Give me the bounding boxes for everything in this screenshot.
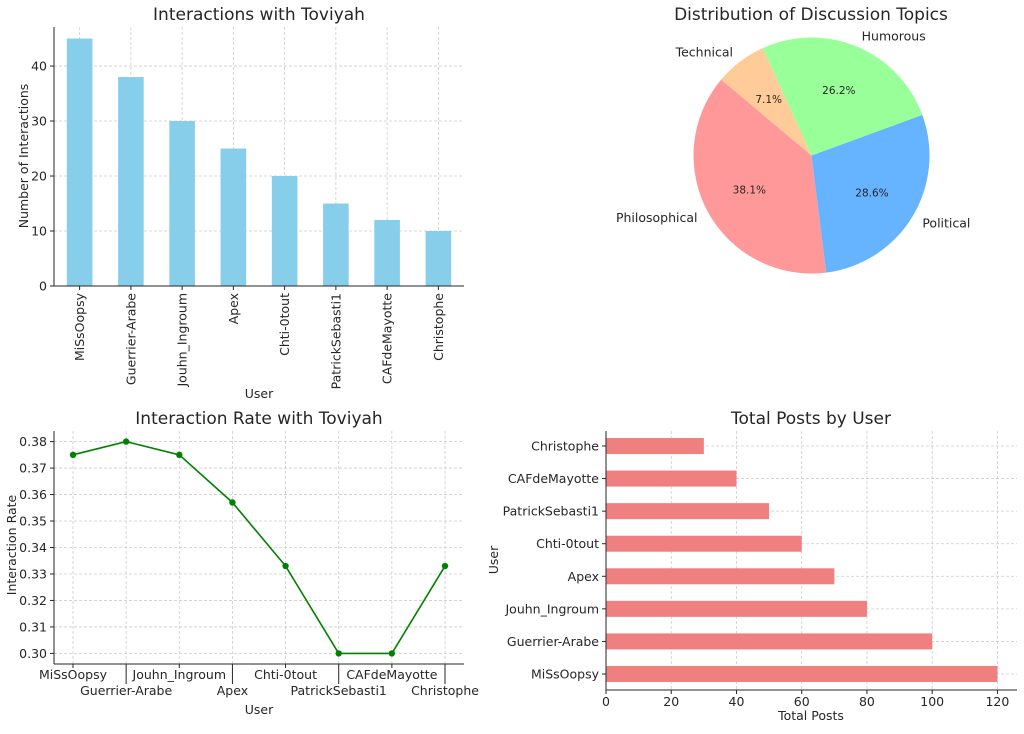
slice-percent: 26.2% xyxy=(822,85,855,97)
bar xyxy=(323,203,349,286)
bar xyxy=(118,77,144,286)
x-tick-label: PatrickSebasti1 xyxy=(291,683,387,698)
y-tick-label: 0.38 xyxy=(19,434,47,449)
slice-percent: 38.1% xyxy=(733,184,766,196)
slice-label: Humorous xyxy=(862,28,926,43)
y-tick-label: 30 xyxy=(31,114,47,129)
slice-label: Political xyxy=(922,216,970,231)
slice-label: Philosophical xyxy=(616,210,698,225)
x-tick-label: Chti-0tout xyxy=(254,667,317,682)
y-tick-label: 0.31 xyxy=(19,619,47,634)
pie-slice xyxy=(721,48,812,156)
x-tick-label: Apex xyxy=(217,683,248,698)
slice-percent: 7.1% xyxy=(755,94,782,106)
y-tick-label: 0.33 xyxy=(19,566,47,581)
pie-chart: Philosophical 38.1% Political 28.6% Humorous… xyxy=(616,28,970,274)
x-tick-label: 0 xyxy=(602,694,610,709)
hbar-chart-ylabel: User xyxy=(486,545,501,574)
x-tick-label: MiSsOopsy xyxy=(72,292,87,361)
bar xyxy=(606,568,835,585)
y-tick-label: 20 xyxy=(31,169,47,184)
data-point xyxy=(229,499,236,506)
data-point xyxy=(69,451,77,459)
y-tick-label: 0 xyxy=(39,279,47,294)
slice-label: Technical xyxy=(675,45,733,60)
x-tick-label: 120 xyxy=(985,694,1009,709)
x-tick-label: 100 xyxy=(920,694,944,709)
pie-chart-title: Distribution of Discussion Topics xyxy=(674,5,948,25)
bar xyxy=(606,503,770,520)
line-chart-ylabel: Interaction Rate xyxy=(4,494,19,595)
bar xyxy=(271,176,298,286)
x-tick-label: Chti-0tout xyxy=(277,293,292,356)
y-tick-label: Chti-0tout xyxy=(536,536,599,551)
pie-slice xyxy=(762,37,923,156)
y-tick-label: MiSsOopsy xyxy=(531,667,600,682)
x-tick-label: Guerrier-Arabe xyxy=(80,683,172,698)
x-tick-label: Christophe xyxy=(431,293,446,361)
bar xyxy=(606,535,802,552)
slice-percent: 28.6% xyxy=(855,187,888,199)
bar xyxy=(606,600,867,617)
x-tick-label: 20 xyxy=(663,694,679,709)
line-chart-xlabel: User xyxy=(245,702,274,717)
series-line xyxy=(72,440,446,655)
y-tick-label: 0.32 xyxy=(19,593,47,608)
bar-chart-title: Interactions with Toviyah xyxy=(153,5,365,25)
data-point xyxy=(441,562,449,570)
pie-slice xyxy=(811,114,930,273)
x-tick-label: Guerrier-Arabe xyxy=(123,293,138,385)
bar-chart-xlabel: User xyxy=(245,386,274,401)
bar xyxy=(606,633,933,650)
y-tick-label: 0.37 xyxy=(19,461,47,476)
x-tick-label: Apex xyxy=(226,293,241,324)
bar xyxy=(425,231,452,286)
y-tick-label: 40 xyxy=(31,59,47,74)
x-tick-label: PatrickSebasti1 xyxy=(328,293,343,389)
bar-chart: 0 10 20 30 40 MiSsOopsy Guerrier-Arabe Jouhn_In… xyxy=(31,27,464,389)
bar xyxy=(374,220,400,286)
x-tick-label: CAFdeMayotte xyxy=(380,293,395,384)
bar-chart-ylabel: Number of Interactions xyxy=(16,84,31,229)
data-point xyxy=(176,451,183,459)
line-chart-title: Interaction Rate with Toviyah xyxy=(135,409,382,429)
x-tick-label: Christophe xyxy=(411,683,479,698)
y-tick-label: 0.34 xyxy=(19,540,47,555)
bar xyxy=(606,666,998,682)
y-tick-label: PatrickSebasti1 xyxy=(503,504,599,519)
data-point xyxy=(388,650,396,657)
data-point xyxy=(335,650,342,657)
hbar-chart-title: Total Posts by User xyxy=(730,409,891,429)
y-tick-label: CAFdeMayotte xyxy=(508,471,599,486)
bar xyxy=(66,38,93,286)
line-chart: 0.30 0.31 0.32 0.33 0.34 0.35 0.36 0.37 0.38 MiSs… xyxy=(19,431,479,698)
y-tick-label: 0.30 xyxy=(19,646,47,661)
x-tick-label: Jouhn_Ingroum xyxy=(132,667,227,682)
y-tick-label: 0.35 xyxy=(19,514,47,529)
y-tick-label: 0.36 xyxy=(19,487,47,502)
x-tick-label: 80 xyxy=(859,694,875,709)
data-point xyxy=(122,438,130,445)
x-tick-label: 60 xyxy=(794,694,810,709)
x-tick-label: Jouhn_Ingroum xyxy=(175,293,190,388)
pie-slice xyxy=(693,79,827,274)
hbar-chart-xlabel: Total Posts xyxy=(777,708,844,723)
bar xyxy=(606,470,737,487)
y-tick-label: Jouhn_Ingroum xyxy=(504,601,599,616)
bar xyxy=(169,121,195,286)
data-point xyxy=(282,562,289,570)
hbar-chart: 0 20 40 60 80 100 120 MiSsOopsy Guerrier-Arabe Jo… xyxy=(503,431,1017,709)
y-tick-label: 10 xyxy=(31,224,47,239)
y-tick-label: Guerrier-Arabe xyxy=(507,634,599,649)
bar xyxy=(606,438,704,454)
y-tick-label: Christophe xyxy=(531,439,599,454)
x-tick-label: 40 xyxy=(729,694,745,709)
y-tick-label: Apex xyxy=(568,569,599,584)
x-tick-label: CAFdeMayotte xyxy=(346,667,437,682)
bar xyxy=(220,148,247,286)
x-tick-label: MiSsOopsy xyxy=(39,667,108,682)
